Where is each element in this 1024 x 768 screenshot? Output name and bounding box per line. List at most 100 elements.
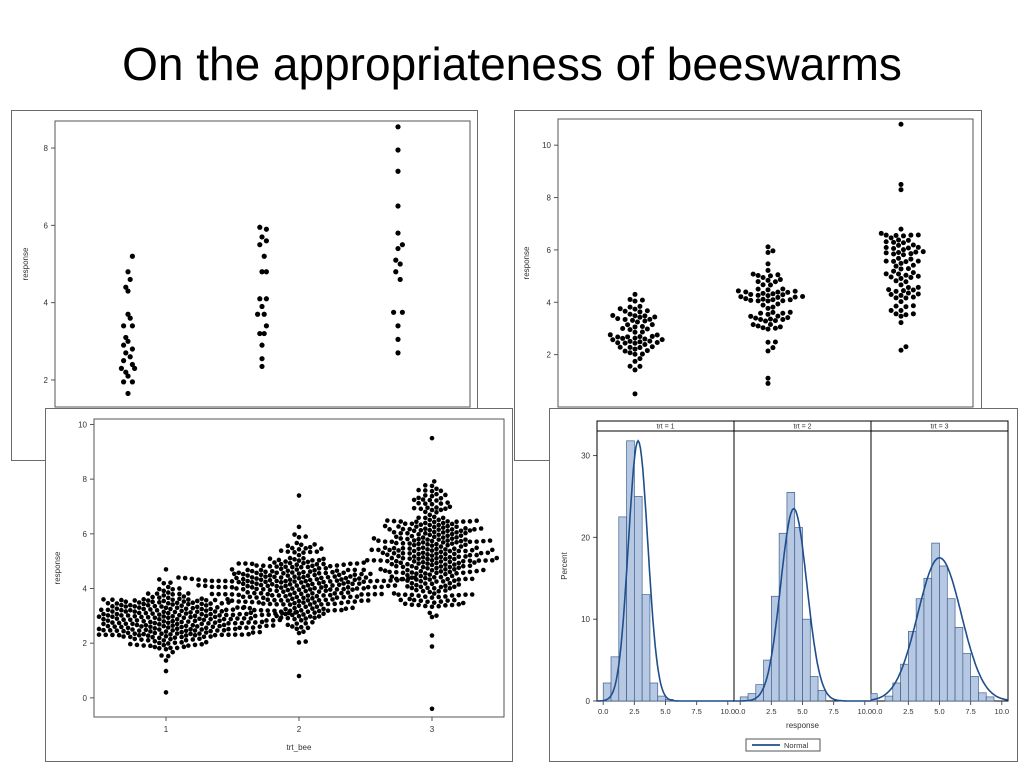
data-point bbox=[296, 576, 302, 581]
data-point bbox=[467, 519, 473, 524]
data-point bbox=[287, 560, 293, 566]
data-point bbox=[252, 607, 257, 613]
data-point bbox=[427, 527, 433, 533]
data-point bbox=[748, 291, 754, 297]
data-point bbox=[440, 525, 446, 530]
data-point bbox=[409, 592, 415, 598]
x-tick-label: 5.0 bbox=[660, 707, 670, 716]
data-point bbox=[276, 557, 282, 563]
data-point bbox=[423, 581, 428, 586]
data-point bbox=[259, 363, 265, 370]
data-point bbox=[393, 540, 399, 546]
data-point bbox=[431, 534, 437, 540]
data-point bbox=[420, 545, 426, 550]
data-point bbox=[625, 334, 631, 340]
data-point bbox=[423, 483, 428, 488]
data-point bbox=[314, 549, 320, 554]
data-point bbox=[622, 340, 628, 346]
data-point bbox=[283, 564, 288, 570]
data-point bbox=[192, 613, 198, 619]
data-point bbox=[225, 596, 230, 602]
data-point bbox=[436, 603, 441, 609]
data-point bbox=[639, 297, 645, 303]
data-point bbox=[254, 586, 259, 592]
data-point bbox=[632, 335, 638, 341]
data-point bbox=[243, 599, 248, 605]
data-point bbox=[172, 635, 178, 640]
data-point bbox=[310, 606, 315, 611]
y-tick-label: 0 bbox=[586, 697, 591, 706]
data-point bbox=[263, 579, 268, 585]
x-tick-label: 0.0 bbox=[735, 707, 745, 716]
data-point bbox=[622, 348, 628, 354]
data-point bbox=[316, 581, 322, 586]
data-point bbox=[460, 563, 466, 569]
data-point bbox=[387, 527, 392, 532]
data-point bbox=[121, 342, 127, 348]
data-point bbox=[627, 338, 633, 344]
data-point bbox=[203, 608, 209, 613]
data-point bbox=[452, 566, 457, 572]
data-point bbox=[431, 600, 437, 605]
data-point bbox=[259, 356, 265, 362]
data-point bbox=[152, 620, 158, 626]
data-point bbox=[332, 591, 338, 596]
data-point bbox=[481, 538, 486, 544]
data-point bbox=[285, 549, 291, 554]
data-point bbox=[411, 505, 417, 511]
x-tick-label: 0.0 bbox=[872, 707, 882, 716]
data-point bbox=[445, 542, 450, 548]
data-point bbox=[418, 573, 424, 579]
data-point bbox=[123, 621, 129, 627]
data-point bbox=[199, 596, 205, 602]
data-point bbox=[438, 554, 444, 560]
data-point bbox=[101, 627, 106, 633]
data-point bbox=[893, 311, 899, 317]
data-point bbox=[269, 593, 275, 598]
data-point bbox=[425, 547, 430, 552]
data-point bbox=[467, 552, 473, 558]
data-point bbox=[199, 627, 205, 632]
data-point bbox=[627, 311, 633, 317]
data-point bbox=[341, 594, 346, 600]
data-point bbox=[143, 622, 149, 628]
data-point bbox=[760, 290, 766, 296]
data-point bbox=[148, 629, 153, 634]
data-point bbox=[352, 567, 358, 573]
data-point bbox=[460, 558, 466, 564]
data-point bbox=[148, 619, 153, 625]
data-point bbox=[449, 541, 455, 546]
data-point bbox=[610, 337, 616, 343]
data-point bbox=[359, 592, 364, 597]
data-point bbox=[174, 626, 180, 631]
data-point bbox=[253, 620, 258, 625]
data-point bbox=[452, 562, 457, 567]
data-point bbox=[376, 547, 381, 553]
y-tick-label: 4 bbox=[83, 585, 88, 594]
data-point bbox=[431, 479, 437, 484]
data-point bbox=[425, 585, 430, 591]
data-point bbox=[393, 534, 399, 540]
data-point bbox=[285, 573, 291, 578]
data-point bbox=[434, 491, 439, 497]
data-point bbox=[429, 614, 435, 620]
data-point bbox=[298, 618, 304, 623]
data-point bbox=[429, 435, 435, 441]
data-point bbox=[632, 367, 638, 373]
data-point bbox=[199, 601, 205, 607]
data-point bbox=[878, 230, 884, 236]
data-point bbox=[900, 240, 906, 246]
data-point bbox=[908, 256, 914, 262]
data-point bbox=[283, 611, 288, 617]
data-point bbox=[257, 629, 263, 635]
data-point bbox=[447, 554, 453, 560]
data-point bbox=[407, 551, 412, 556]
data-point bbox=[418, 584, 424, 590]
data-point bbox=[294, 562, 300, 568]
data-point bbox=[260, 563, 266, 569]
data-point bbox=[387, 569, 392, 575]
data-point bbox=[310, 563, 315, 569]
data-point bbox=[294, 540, 300, 546]
data-point bbox=[345, 567, 351, 573]
data-point bbox=[303, 616, 308, 621]
